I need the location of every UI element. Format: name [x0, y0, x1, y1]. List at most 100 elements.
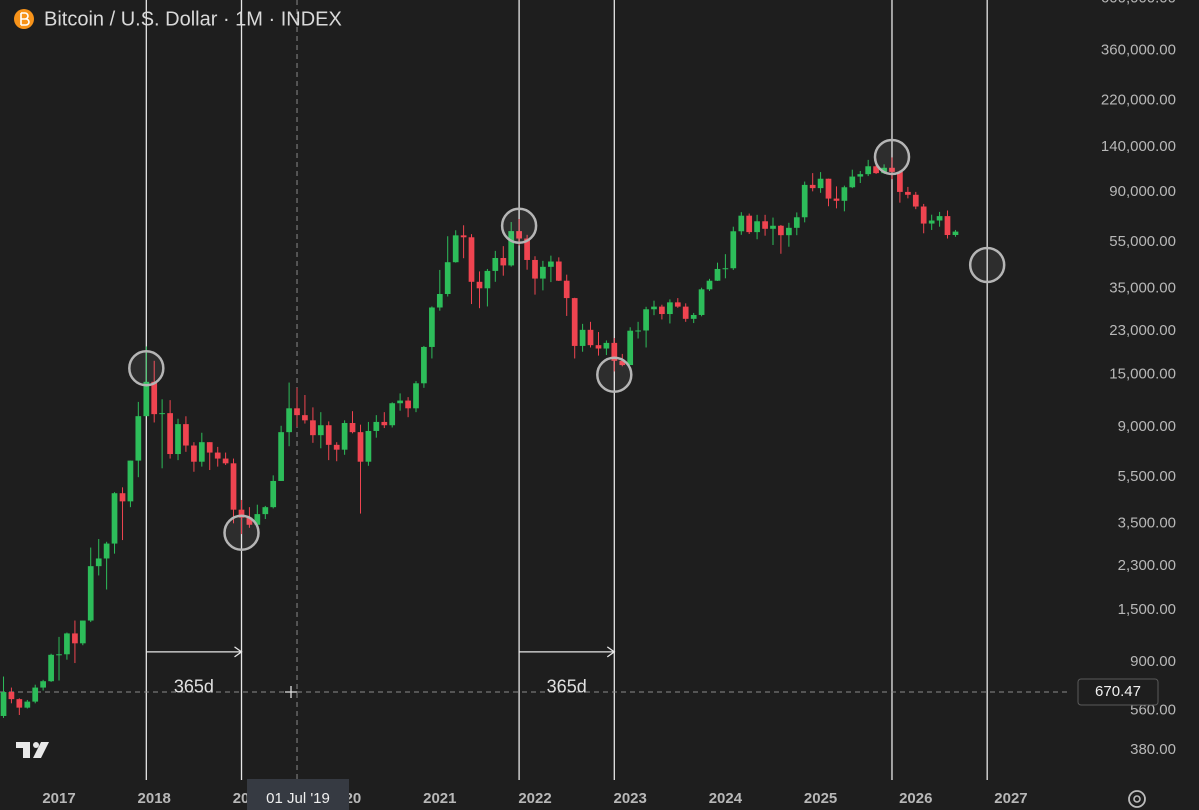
candle-body — [579, 329, 586, 346]
candle-body — [786, 227, 792, 236]
candle-body — [95, 558, 102, 567]
candle-body — [905, 191, 911, 195]
candle-body — [643, 309, 649, 331]
candle-body — [587, 329, 594, 346]
candle-body — [262, 507, 269, 515]
highlight-circle — [223, 514, 260, 552]
candle-body — [56, 654, 62, 656]
y-tick-label: 600,000.00 — [1101, 0, 1176, 6]
y-tick-label: 220,000.00 — [1101, 92, 1176, 109]
y-tick-label: 23,000.00 — [1109, 322, 1176, 339]
settings-center[interactable] — [1133, 795, 1141, 803]
crosshair-y-label: 670.47 — [1095, 683, 1141, 700]
candle-body — [571, 298, 578, 346]
candle-body — [365, 430, 372, 462]
candle-body — [801, 184, 808, 218]
y-tick-label: 5,500.00 — [1118, 468, 1176, 485]
candle-body — [667, 302, 673, 315]
candle-body — [944, 216, 951, 236]
logo-part — [33, 742, 49, 758]
candle-body — [87, 566, 94, 621]
x-tick-label: 2024 — [709, 790, 743, 807]
candle-body — [468, 237, 475, 282]
y-tick-label: 2,300.00 — [1118, 557, 1176, 574]
candle-body — [333, 444, 340, 450]
candle-body — [627, 330, 634, 366]
candle-body — [317, 425, 324, 436]
y-tick-label: 360,000.00 — [1101, 41, 1176, 58]
candle-body — [357, 432, 364, 462]
overlay: 365d 365d 01 Jul '19 670.47 — [128, 138, 1159, 810]
candle-body — [516, 231, 522, 239]
candle-body — [119, 493, 126, 502]
y-tick-label: 3,500.00 — [1118, 514, 1176, 531]
candle-body — [825, 178, 832, 199]
candle-body — [405, 400, 411, 409]
candle-body — [952, 231, 959, 236]
y-tick-label: 380.00 — [1130, 741, 1176, 758]
candle-body — [151, 381, 158, 415]
candle-body — [238, 509, 245, 518]
candle-body — [595, 345, 602, 349]
candle-body — [254, 514, 261, 525]
candle-body — [222, 458, 229, 464]
candle-body — [674, 302, 681, 307]
candle-body — [389, 403, 396, 426]
candle-body — [294, 408, 300, 416]
candle-body — [873, 166, 879, 174]
tradingview-logo — [16, 742, 49, 758]
candle-body — [809, 184, 816, 189]
candle-body — [484, 270, 491, 289]
cursor — [285, 685, 298, 698]
settings-icon[interactable] — [1128, 790, 1146, 808]
y-tick-label: 560.00 — [1130, 701, 1176, 718]
candle-body — [603, 342, 610, 349]
x-tick-label: 2026 — [899, 790, 932, 807]
candle-body — [548, 261, 554, 267]
candle-body — [897, 171, 903, 192]
span-arrowhead — [606, 646, 616, 658]
crosshair-x-label: 01 Jul '19 — [266, 790, 330, 807]
y-tick-label: 9,000.00 — [1118, 418, 1176, 435]
candle-body — [619, 360, 626, 366]
candle-body — [198, 442, 205, 462]
candle-body — [611, 342, 618, 361]
candle-body — [460, 235, 467, 238]
candle-body — [912, 194, 919, 207]
candle-body — [436, 293, 443, 308]
candle-body — [341, 423, 348, 450]
settings-ring[interactable] — [1128, 790, 1146, 808]
candle-body — [159, 413, 165, 415]
span-arrowhead — [234, 646, 243, 658]
candle-body — [452, 235, 459, 263]
candle-body — [429, 307, 435, 347]
candle-body — [532, 259, 538, 279]
candle-body — [635, 330, 641, 332]
plot-area: 380.00 560.00 900.00 1,500.00 2,300.00 3,500.… — [0, 0, 1176, 807]
x-tick-label: 2018 — [138, 790, 171, 807]
candle-body — [373, 421, 380, 431]
highlight-circle — [500, 207, 538, 245]
bitcoin-icon-glyph — [20, 12, 30, 26]
candle-body — [302, 415, 308, 421]
candle-body — [841, 187, 848, 201]
candle-body — [230, 463, 237, 510]
candle-body — [397, 400, 403, 404]
candle-body — [310, 420, 316, 436]
candle-body — [738, 215, 745, 232]
y-tick-label: 55,000.00 — [1109, 233, 1176, 250]
candle-body — [682, 306, 689, 319]
candle-body — [143, 381, 150, 417]
candle-body — [524, 238, 530, 260]
candle-body — [214, 452, 221, 459]
candle-body — [817, 178, 824, 189]
candle-body — [278, 432, 284, 481]
candle-body — [492, 257, 499, 271]
candle-body — [714, 268, 721, 281]
highlight-circle — [873, 138, 911, 176]
candle-body — [770, 225, 776, 229]
candle-body — [746, 215, 753, 233]
logo-part — [16, 742, 30, 758]
